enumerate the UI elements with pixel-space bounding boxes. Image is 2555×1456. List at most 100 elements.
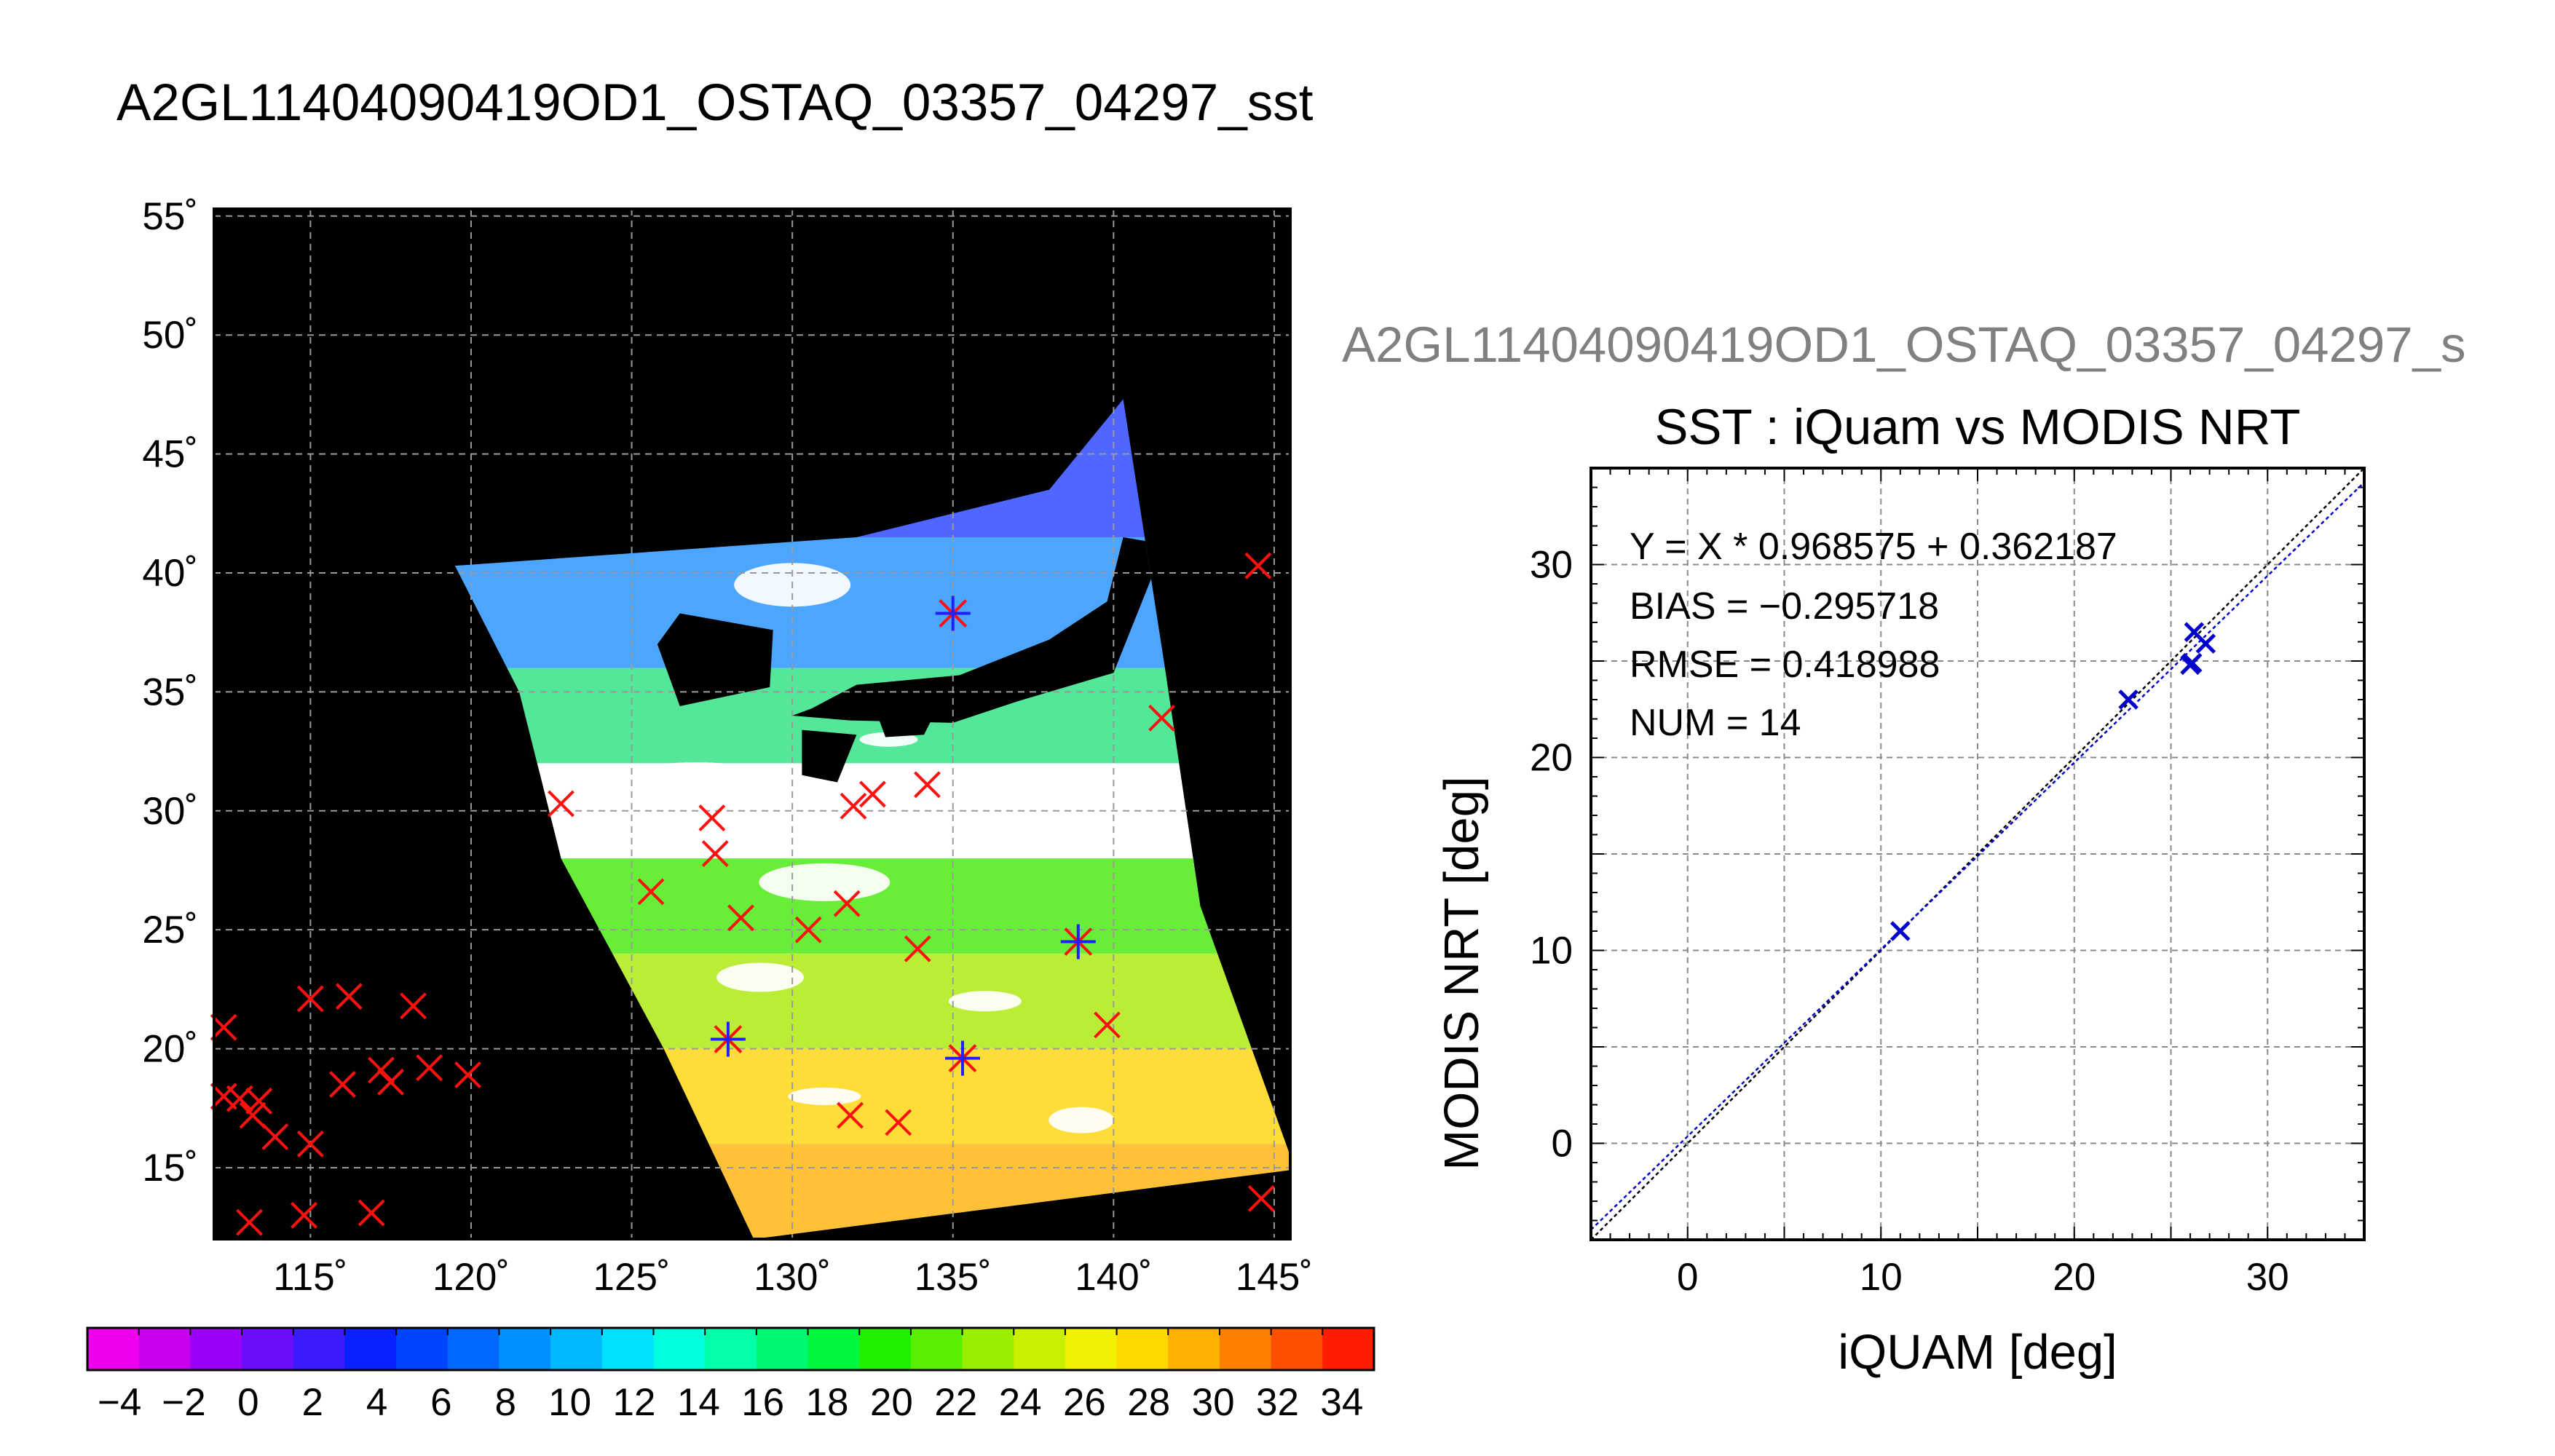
matchup-marker — [245, 1088, 273, 1115]
cloud-patch — [759, 863, 891, 901]
colorbar-tick-label: −2 — [162, 1381, 205, 1424]
scatter-point — [1890, 921, 1911, 941]
matchup-marker — [261, 1123, 289, 1150]
scatter-point — [2195, 633, 2216, 654]
colorbar-tick-label: 24 — [999, 1381, 1042, 1424]
colorbar-tick-label: 32 — [1256, 1381, 1299, 1424]
colorbar-segment — [550, 1328, 603, 1370]
cloud-patch — [716, 962, 805, 992]
colorbar-tick-label: 8 — [495, 1381, 516, 1424]
matchup-marker — [335, 983, 363, 1010]
stat-num: NUM = 14 — [1630, 702, 1801, 744]
colorbar-tick-label: 6 — [430, 1381, 451, 1424]
colorbar-segment — [1168, 1328, 1220, 1370]
colorbar-tick-label: 2 — [301, 1381, 323, 1424]
matchup-marker — [368, 1056, 395, 1084]
scatter-title: SST : iQuam vs MODIS NRT — [1655, 399, 2301, 455]
colorbar-tick-label: 28 — [1127, 1381, 1170, 1424]
matchup-marker-overlap — [935, 596, 971, 631]
scatter-xtick-label: 10 — [1860, 1256, 1903, 1299]
colorbar-segment — [807, 1328, 860, 1370]
colorbar-segment — [1065, 1328, 1118, 1370]
map-xtick-label: 145˚ — [1236, 1256, 1313, 1299]
matchup-marker — [859, 780, 886, 808]
map-ytick-label: 45˚ — [142, 433, 198, 476]
scatter-xtick-label: 0 — [1677, 1256, 1698, 1299]
colorbar-tick-label: 12 — [612, 1381, 655, 1424]
identity-line — [1591, 468, 2364, 1240]
cloud-patch — [601, 762, 791, 812]
matchup-marker — [454, 1061, 481, 1088]
scatter-ytick-label: 30 — [1530, 544, 1573, 587]
scatter-ytick-label: 0 — [1552, 1123, 1573, 1166]
cloud-patch — [948, 991, 1022, 1012]
stat-y: Y = X * 0.968575 + 0.362187 — [1630, 526, 2117, 568]
colorbar-segment — [756, 1328, 809, 1370]
matchup-marker — [727, 904, 754, 932]
matchup-marker — [914, 771, 941, 799]
map-ytick-label: 20˚ — [142, 1028, 198, 1071]
scatter-frame — [1590, 467, 2366, 1241]
matchup-marker — [358, 1199, 385, 1227]
matchup-marker — [291, 1201, 317, 1229]
colorbar-segment — [242, 1328, 294, 1370]
landmass — [802, 729, 857, 783]
scatter-xlabel: iQUAM [deg] — [1838, 1325, 2117, 1380]
colorbar-segment — [1271, 1328, 1323, 1370]
map-ytick-label: 55˚ — [142, 195, 198, 238]
colorbar-segment — [601, 1328, 655, 1370]
colorbar-segment — [705, 1328, 757, 1370]
colorbar-segment — [344, 1328, 397, 1370]
colorbar-tick-label: 16 — [741, 1381, 784, 1424]
matchup-marker — [329, 1071, 356, 1099]
map-ytick-label: 30˚ — [142, 790, 198, 833]
colorbar-segment — [499, 1328, 551, 1370]
landmass — [792, 537, 1165, 723]
colorbar-tick-label: 22 — [934, 1381, 977, 1424]
colorbar-tick-label: 10 — [548, 1381, 591, 1424]
scatter-xtick-label: 20 — [2053, 1256, 2096, 1299]
map-title: A2GL11404090419OD1_OSTAQ_03357_04297_sst — [117, 74, 1314, 132]
map-xtick-label: 135˚ — [915, 1256, 992, 1299]
colorbar-tick-label: 20 — [870, 1381, 913, 1424]
matchup-marker — [1244, 552, 1272, 579]
matchup-marker — [885, 1109, 912, 1136]
stat-bias: BIAS = −0.295718 — [1630, 585, 1939, 628]
colorbar-segment — [962, 1328, 1014, 1370]
map-ytick-label: 40˚ — [142, 552, 198, 595]
scatter-plot: 0 10 20 30 0 10 20 30 Y = X * 0.968575 + 0.36218… — [1530, 467, 2366, 1299]
scatter-xtick-label: 30 — [2246, 1256, 2289, 1299]
matchup-marker — [794, 916, 822, 943]
cloud-patch — [788, 1087, 861, 1105]
colorbar-frame — [86, 1326, 1375, 1372]
colorbar-tick-label: 18 — [806, 1381, 849, 1424]
colorbar-tick-label: 34 — [1320, 1381, 1363, 1424]
colorbar-segment — [447, 1328, 500, 1370]
scatter-point — [2181, 652, 2203, 673]
colorbar-segment — [653, 1328, 706, 1370]
landmass — [875, 711, 934, 737]
colorbar-segment — [1322, 1328, 1375, 1370]
map-xtick-label: 125˚ — [593, 1256, 671, 1299]
map-xtick-label: 140˚ — [1075, 1256, 1152, 1299]
map-ytick-label: 35˚ — [142, 670, 198, 713]
map-frame — [213, 207, 1292, 1241]
matchup-marker — [548, 790, 574, 818]
matchup-marker — [296, 1130, 324, 1158]
scatter-lines — [1591, 468, 2364, 1240]
scatter-super-title: A2GL11404090419OD1_OSTAQ_03357_04297_s — [1342, 317, 2465, 373]
matchup-marker — [701, 840, 729, 868]
matchup-marker — [239, 1101, 266, 1129]
colorbar-tick-label: 30 — [1192, 1381, 1235, 1424]
matchup-marker — [698, 804, 726, 831]
matchup-marker-overlap — [710, 1021, 746, 1057]
colorbar-tick-label: −4 — [98, 1381, 141, 1424]
scatter-ytick-label: 10 — [1530, 930, 1573, 973]
matchup-marker — [1094, 1011, 1121, 1039]
cloud-patch — [1049, 1107, 1115, 1133]
colorbar-tick-label: 26 — [1063, 1381, 1106, 1424]
matchup-marker — [416, 1054, 443, 1082]
map-ytick-label: 25˚ — [142, 909, 198, 951]
cloud-patch — [958, 796, 1075, 850]
